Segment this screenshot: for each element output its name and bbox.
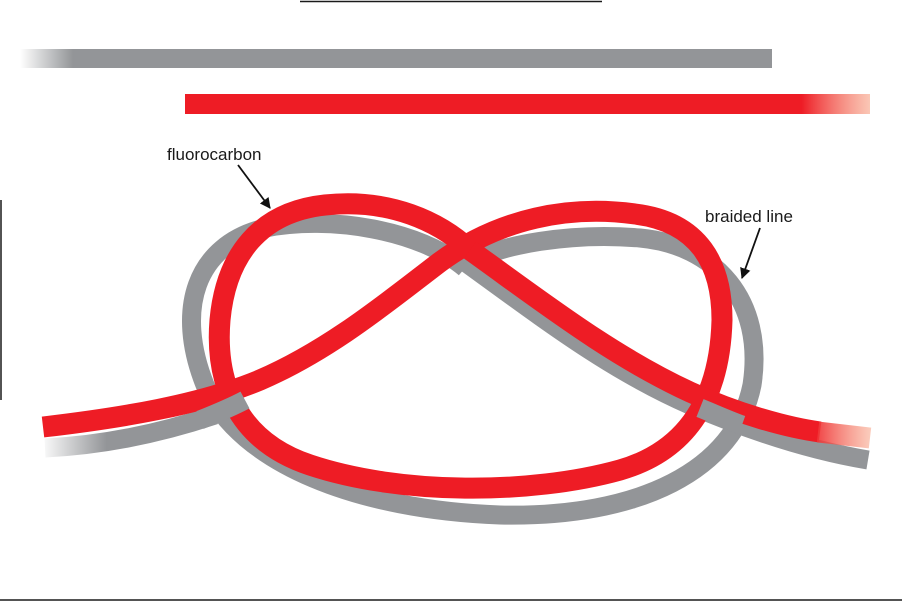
fluorocarbon-label: fluorocarbon [167,145,262,164]
braided-line-straight [20,49,772,68]
braided-line-knot [44,213,870,525]
braided-line-label: braided line [705,207,793,226]
fluorocarbon-line-knot [41,193,872,499]
arrow-icon [237,164,271,209]
arrow-icon [740,227,761,280]
fluorocarbon-line-straight [185,94,870,114]
braided-crossing-right [696,399,746,434]
braided-crossing-left [196,391,250,429]
